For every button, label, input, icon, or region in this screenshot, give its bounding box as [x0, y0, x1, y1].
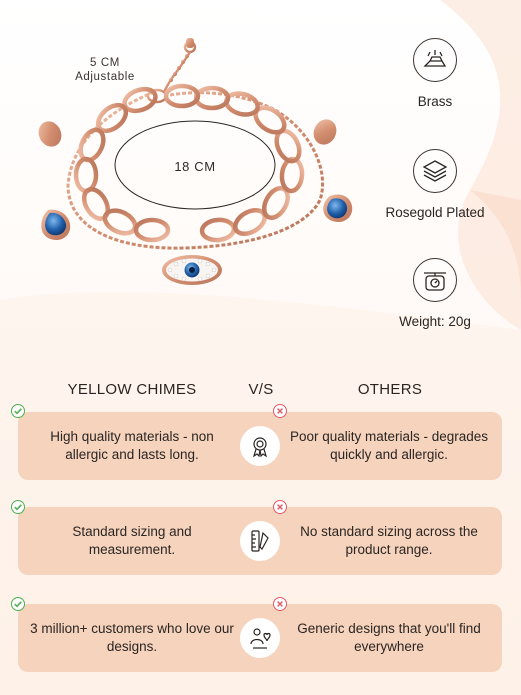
bracelet-length-label: 18 CM: [174, 159, 216, 174]
others-header: OTHERS: [357, 381, 423, 398]
feature-weight: Weight: 20g: [365, 258, 505, 329]
customers-heart-icon: [240, 618, 280, 658]
cross-icon: [273, 500, 287, 514]
comparison-row-designs: 3 million+ customers who love our design…: [18, 604, 502, 672]
bracelet-image: [38, 38, 353, 285]
others-designs-text: Generic designs that you'll find everywh…: [297, 621, 481, 654]
feature-rosegold: Rosegold Plated: [365, 149, 505, 220]
feature-weight-label: Weight: 20g: [399, 314, 471, 329]
feature-brass: Brass: [365, 38, 505, 109]
yellow-chimes-quality-text: High quality materials - non allergic an…: [50, 429, 214, 462]
plated-layers-icon: [413, 149, 457, 193]
weighing-scale-icon: [413, 258, 457, 302]
comparison-row-sizing: Standard sizing and measurement. No stan…: [18, 507, 502, 575]
others-quality-text: Poor quality materials - degrades quickl…: [289, 429, 489, 462]
feature-rosegold-label: Rosegold Plated: [385, 205, 485, 220]
yellow-chimes-header: YELLOW CHIMES: [67, 381, 197, 398]
check-icon: [11, 597, 25, 611]
extension-size-label: 5 CM: [90, 57, 120, 69]
versus-header: V/S: [248, 381, 274, 398]
brass-bars-icon: [413, 38, 457, 82]
cross-icon: [273, 597, 287, 611]
others-sizing-text: No standard sizing across the product ra…: [300, 524, 478, 557]
adjustable-label: Adjustable: [75, 71, 135, 83]
ruler-icon: [240, 521, 280, 561]
yellow-chimes-customers-text: 3 million+ customers who love our design…: [30, 621, 234, 654]
check-icon: [11, 404, 25, 418]
quality-badge-icon: [240, 426, 280, 466]
yellow-chimes-sizing-text: Standard sizing and measurement.: [72, 524, 192, 557]
check-icon: [11, 500, 25, 514]
comparison-row-quality: High quality materials - non allergic an…: [18, 412, 502, 480]
cross-icon: [273, 404, 287, 418]
feature-brass-label: Brass: [417, 94, 453, 109]
